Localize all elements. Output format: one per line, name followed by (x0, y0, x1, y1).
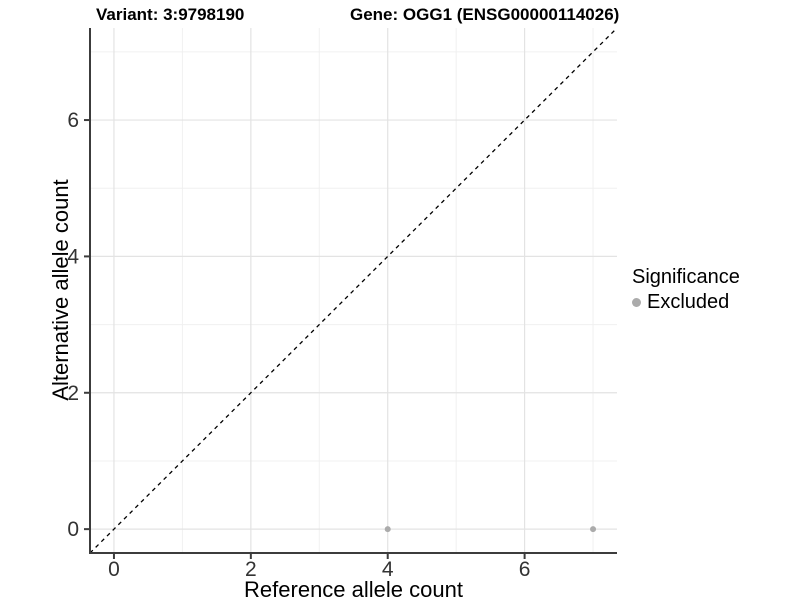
x-tick-label: 4 (382, 558, 394, 581)
gene-title: Gene: OGG1 (ENSG00000114026) (350, 5, 620, 24)
legend: Significance Excluded (632, 266, 740, 314)
data-point (590, 526, 597, 533)
y-tick-label: 0 (67, 518, 79, 541)
x-axis-title: Reference allele count (244, 577, 463, 602)
excluded-point-icon (632, 298, 641, 307)
y-tick-label: 4 (67, 245, 79, 268)
y-tick-label: 2 (67, 382, 79, 405)
variant-title: Variant: 3:9798190 (96, 5, 245, 24)
y-tick-label: 6 (67, 109, 79, 132)
identity-dashed-line (89, 27, 618, 554)
legend-title: Significance (632, 266, 740, 288)
y-axis-title: Alternative allele count (48, 179, 73, 401)
x-tick-label: 2 (245, 558, 257, 581)
data-point (384, 526, 391, 533)
x-tick-label: 6 (519, 558, 531, 581)
legend-entry-excluded: Excluded (632, 291, 740, 314)
legend-entry-label: Excluded (647, 291, 730, 313)
x-tick-label: 0 (108, 558, 120, 581)
